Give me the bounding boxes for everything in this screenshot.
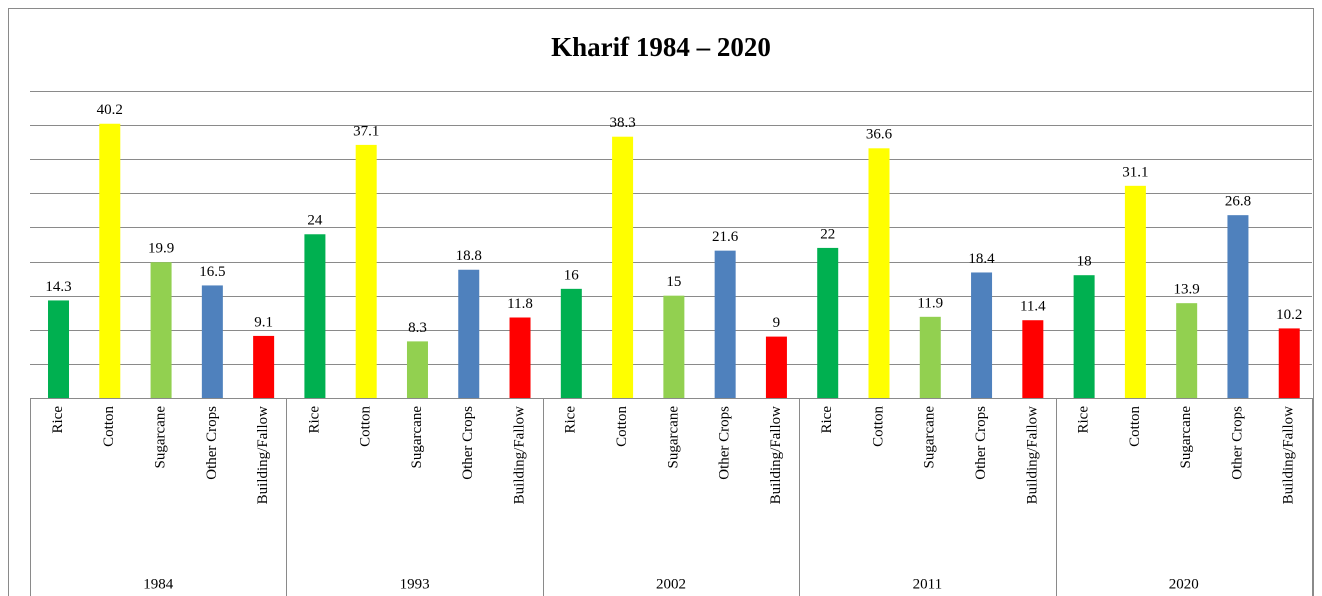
value-label: 31.1 [1122, 164, 1148, 180]
bar [971, 272, 993, 398]
bar [1227, 215, 1249, 398]
value-label: 38.3 [609, 115, 635, 131]
x-tick-label: Building/Fallow [255, 406, 271, 505]
x-group-label: 1984 [143, 576, 174, 592]
value-label: 37.1 [353, 123, 379, 139]
x-tick-label: Cotton [614, 406, 630, 447]
x-tick-label: Sugarcane [153, 406, 169, 469]
x-tick-label: Cotton [358, 406, 374, 447]
x-tick-label: Building/Fallow [1281, 406, 1297, 505]
bar [201, 285, 223, 398]
value-label: 22 [820, 226, 835, 242]
value-label: 16 [564, 267, 580, 283]
value-label: 18 [1077, 254, 1092, 270]
chart-title: Kharif 1984 – 2020 [551, 32, 771, 62]
value-label: 14.3 [45, 279, 71, 295]
bar [1176, 303, 1198, 398]
bar [253, 335, 275, 398]
bar [714, 250, 736, 398]
x-tick-label: Cotton [101, 406, 117, 447]
value-label: 9 [773, 315, 781, 331]
bar [663, 295, 685, 398]
x-tick-label: Rice [819, 406, 835, 434]
value-label: 15 [666, 274, 681, 290]
bar [560, 288, 582, 398]
x-tick-label: Other Crops [717, 406, 733, 480]
x-tick-label: Other Crops [204, 406, 220, 480]
x-tick-label: Rice [563, 406, 579, 434]
bar [355, 144, 377, 398]
value-label: 40.2 [97, 102, 123, 118]
bar [1073, 275, 1095, 398]
value-label: 21.6 [712, 229, 739, 245]
value-label: 36.6 [866, 127, 893, 143]
x-group-label: 2011 [913, 576, 942, 592]
value-label: 24 [307, 213, 323, 229]
x-tick-label: Building/Fallow [768, 406, 784, 505]
bar [1124, 185, 1146, 398]
value-label: 13.9 [1174, 282, 1200, 298]
bar [765, 336, 787, 398]
bar [48, 300, 70, 398]
x-tick-label: Rice [306, 406, 322, 434]
bar [406, 341, 428, 398]
value-label: 19.9 [148, 241, 174, 257]
x-tick-label: Rice [50, 406, 66, 434]
x-tick-label: Sugarcane [665, 406, 681, 469]
x-tick-label: Other Crops [973, 406, 989, 480]
value-label: 11.9 [917, 295, 943, 311]
x-tick-label: Sugarcane [409, 406, 425, 469]
x-tick-label: Sugarcane [1178, 406, 1194, 469]
bar [868, 148, 890, 398]
bar [1022, 320, 1044, 398]
x-tick-label: Sugarcane [922, 406, 938, 469]
x-group-label: 2020 [1169, 576, 1199, 592]
bar [612, 136, 634, 398]
bar [817, 247, 839, 398]
x-tick-label: Cotton [870, 406, 886, 447]
x-group-label: 1993 [400, 576, 430, 592]
value-label: 11.4 [1020, 299, 1046, 315]
bar [509, 317, 531, 398]
bar [1278, 328, 1300, 398]
x-tick-label: Building/Fallow [1024, 406, 1040, 505]
value-label: 9.1 [254, 314, 273, 330]
x-tick-label: Cotton [1127, 406, 1143, 447]
bar [458, 269, 480, 398]
chart-border [8, 8, 1314, 596]
x-tick-label: Rice [1076, 406, 1092, 434]
x-tick-label: Other Crops [1229, 406, 1245, 480]
value-label: 16.5 [199, 264, 225, 280]
value-label: 18.4 [968, 251, 995, 267]
x-tick-label: Building/Fallow [511, 406, 527, 505]
value-label: 11.8 [507, 296, 533, 312]
value-label: 18.8 [456, 248, 482, 264]
value-label: 8.3 [408, 320, 427, 336]
x-group-label: 2002 [656, 576, 686, 592]
bar [150, 262, 172, 398]
bar [99, 123, 121, 398]
x-tick-label: Other Crops [460, 406, 476, 480]
value-label: 26.8 [1225, 194, 1251, 210]
bar [304, 234, 326, 398]
value-label: 10.2 [1276, 307, 1302, 323]
bar [919, 316, 941, 398]
